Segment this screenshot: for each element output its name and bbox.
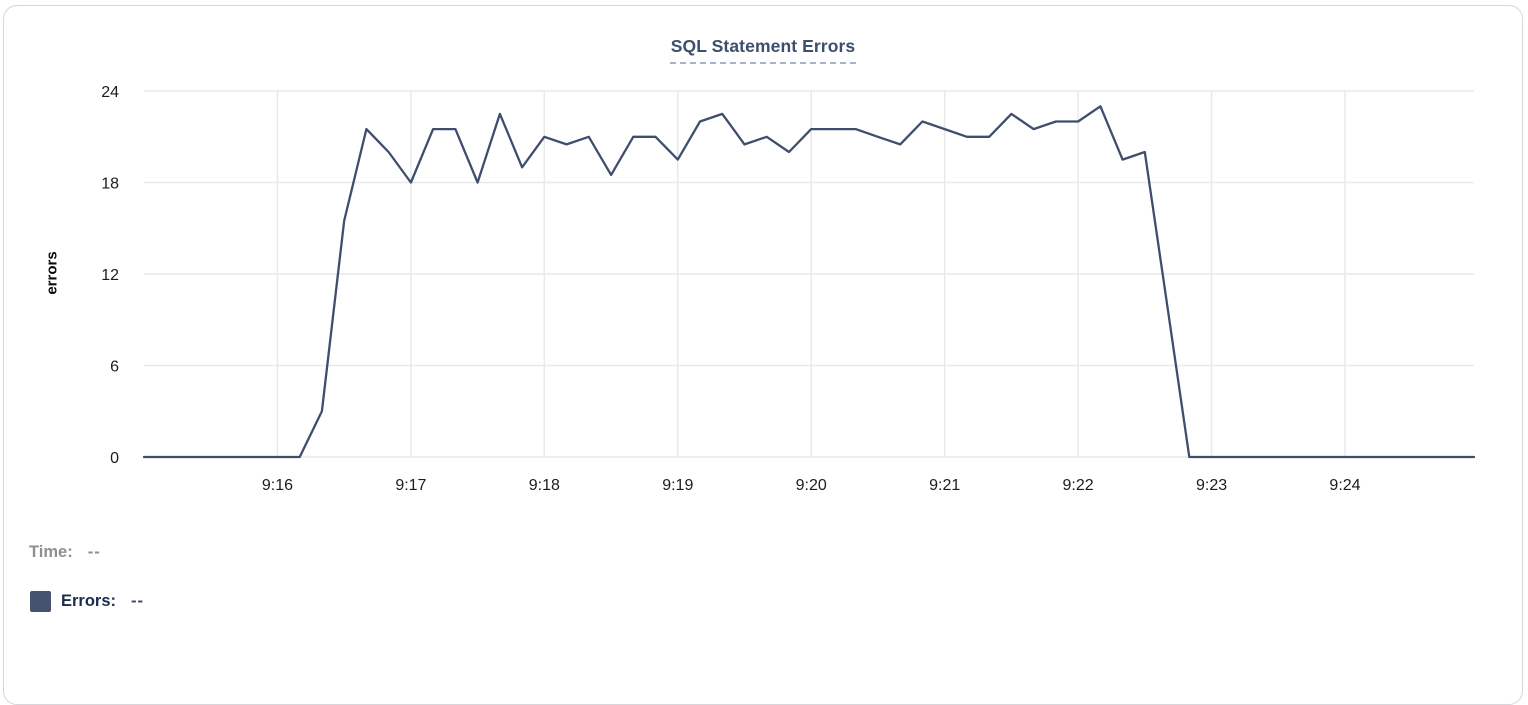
x-tick-label: 9:16 xyxy=(262,477,293,494)
tooltip-time-row: Time: -- xyxy=(29,543,101,562)
chart-title[interactable]: SQL Statement Errors xyxy=(669,36,857,64)
legend-errors-row: Errors: -- xyxy=(30,591,144,612)
chart-card: SQL Statement Errors 0 6 12 18 24 9:16 9:17 9:1… xyxy=(3,5,1523,705)
chart-header: SQL Statement Errors xyxy=(4,36,1522,64)
series-line-errors xyxy=(142,105,1476,459)
tooltip-time-value: -- xyxy=(87,543,101,561)
tooltip-time-label: Time: xyxy=(29,543,73,561)
y-tick-label: 24 xyxy=(101,84,119,101)
y-axis-label: errors xyxy=(43,251,61,295)
y-tick-label: 0 xyxy=(110,450,119,467)
x-tick-label: 9:20 xyxy=(796,477,827,494)
x-tick-label: 9:19 xyxy=(662,477,693,494)
y-tick-label: 18 xyxy=(101,176,119,193)
legend-errors-value: -- xyxy=(131,592,145,610)
x-tick-label: 9:22 xyxy=(1063,477,1094,494)
legend-errors-label: Errors: xyxy=(61,592,117,610)
errors-series-swatch-icon xyxy=(30,591,51,612)
line-chart[interactable]: 0 6 12 18 24 9:16 9:17 9:18 9:19 9:20 9:21 9:22 9:23… xyxy=(4,6,1528,516)
y-tick-label: 6 xyxy=(110,359,119,376)
x-tick-label: 9:23 xyxy=(1196,477,1227,494)
x-tick-label: 9:17 xyxy=(395,477,426,494)
x-tick-label: 9:24 xyxy=(1329,477,1360,494)
x-tick-label: 9:18 xyxy=(529,477,560,494)
x-tick-label: 9:21 xyxy=(929,477,960,494)
y-tick-label: 12 xyxy=(101,267,119,284)
